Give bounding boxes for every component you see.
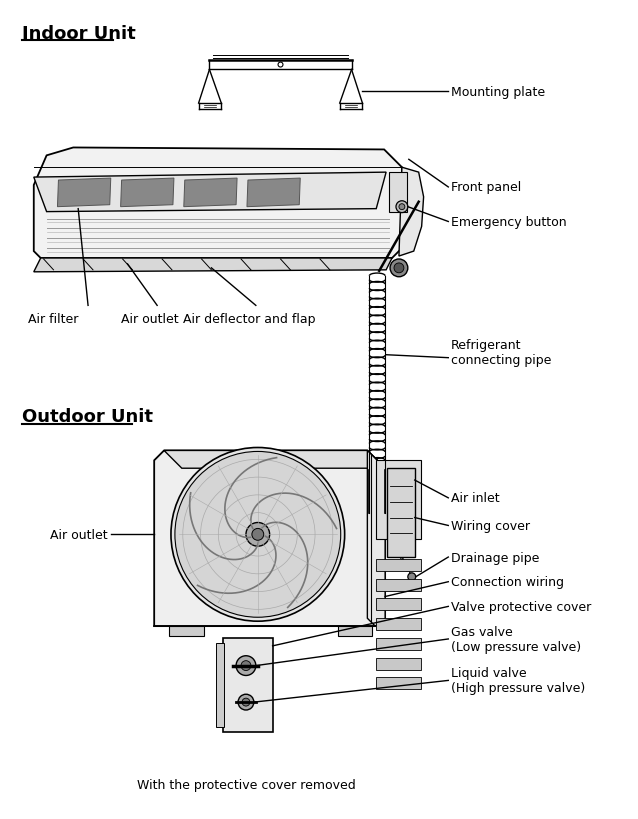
Bar [376,658,420,670]
Polygon shape [34,148,402,259]
Circle shape [242,699,250,706]
Polygon shape [164,451,385,468]
Circle shape [396,201,408,213]
Polygon shape [399,168,424,256]
Bar [338,627,373,636]
Bar [387,468,415,558]
Circle shape [246,523,270,546]
Bar [223,638,272,732]
Polygon shape [57,179,111,207]
Polygon shape [34,259,392,273]
Text: Air outlet: Air outlet [121,313,179,326]
Text: Outdoor Unit: Outdoor Unit [22,408,153,426]
Polygon shape [184,179,237,207]
Text: Gas valve
(Low pressure valve): Gas valve (Low pressure valve) [451,625,581,654]
Bar [376,579,420,590]
Bar [216,643,224,727]
Text: Air inlet: Air inlet [451,491,500,505]
Circle shape [171,448,345,622]
Circle shape [252,529,263,541]
Bar [169,627,204,636]
Polygon shape [154,451,385,627]
Circle shape [394,264,404,274]
Text: Air filter: Air filter [28,313,78,326]
Circle shape [238,695,254,710]
Polygon shape [247,179,300,207]
Text: Air outlet: Air outlet [50,528,108,541]
Text: Drainage pipe: Drainage pipe [451,551,540,563]
Text: Refrigerant
connecting pipe: Refrigerant connecting pipe [451,338,552,366]
Text: Indoor Unit: Indoor Unit [22,25,136,43]
Circle shape [236,656,256,676]
Bar [376,618,420,631]
Circle shape [399,205,405,210]
Bar [376,677,420,690]
Bar [389,173,407,212]
Text: Emergency button: Emergency button [451,215,567,229]
Text: Wiring cover: Wiring cover [451,519,530,532]
Text: Liquid valve
(High pressure valve): Liquid valve (High pressure valve) [451,667,586,695]
Polygon shape [121,179,174,207]
Circle shape [175,452,341,618]
Text: Air deflector and flap: Air deflector and flap [182,313,315,326]
Bar [376,461,420,540]
Bar [376,638,420,650]
Polygon shape [367,451,385,627]
Circle shape [390,260,408,278]
Circle shape [241,661,251,671]
Text: Mounting plate: Mounting plate [451,86,545,98]
Text: With the protective cover removed: With the protective cover removed [137,777,355,790]
Bar [376,599,420,611]
Polygon shape [34,173,386,212]
Circle shape [408,573,416,581]
Bar [376,559,420,571]
Text: Connection wiring: Connection wiring [451,576,564,589]
Text: Front panel: Front panel [451,181,521,194]
Text: Valve protective cover: Valve protective cover [451,600,591,613]
